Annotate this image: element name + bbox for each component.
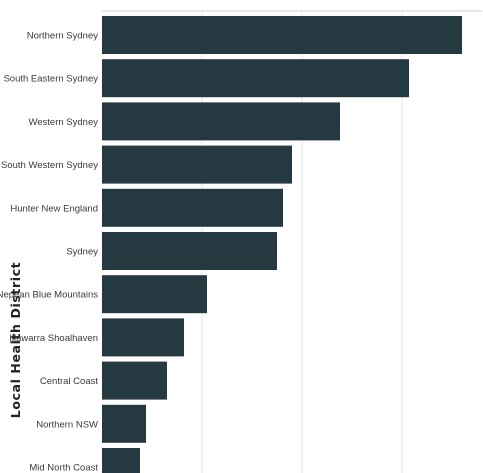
- bar: [102, 232, 277, 270]
- category-label: Central Coast: [40, 376, 98, 387]
- bar: [102, 188, 283, 227]
- bar: [102, 59, 409, 98]
- category-label: Sydney: [66, 247, 98, 258]
- category-label: South Eastern Sydney: [3, 74, 98, 85]
- bar: [102, 318, 184, 357]
- category-label: Western Sydney: [28, 117, 98, 128]
- bar: [102, 275, 207, 314]
- category-label: Northern Sydney: [27, 31, 99, 42]
- category-label: Nepean Blue Mountains: [0, 290, 98, 301]
- category-label: Northern NSW: [36, 419, 98, 430]
- category-label: Hunter New England: [10, 203, 98, 214]
- bar: [102, 145, 292, 184]
- y-axis-title: Local Health District: [8, 262, 23, 418]
- category-labels: Northern Sydney South Eastern Sydney Weste…: [0, 31, 98, 473]
- bar: [102, 16, 462, 54]
- category-label: Illawarra Shoalhaven: [9, 333, 98, 344]
- bar: [102, 404, 146, 443]
- bar: [102, 448, 140, 473]
- bar: [102, 102, 340, 141]
- category-label: South Western Sydney: [1, 160, 98, 171]
- bar: [102, 361, 167, 400]
- category-label: Mid North Coast: [29, 463, 98, 473]
- bars: [102, 16, 462, 473]
